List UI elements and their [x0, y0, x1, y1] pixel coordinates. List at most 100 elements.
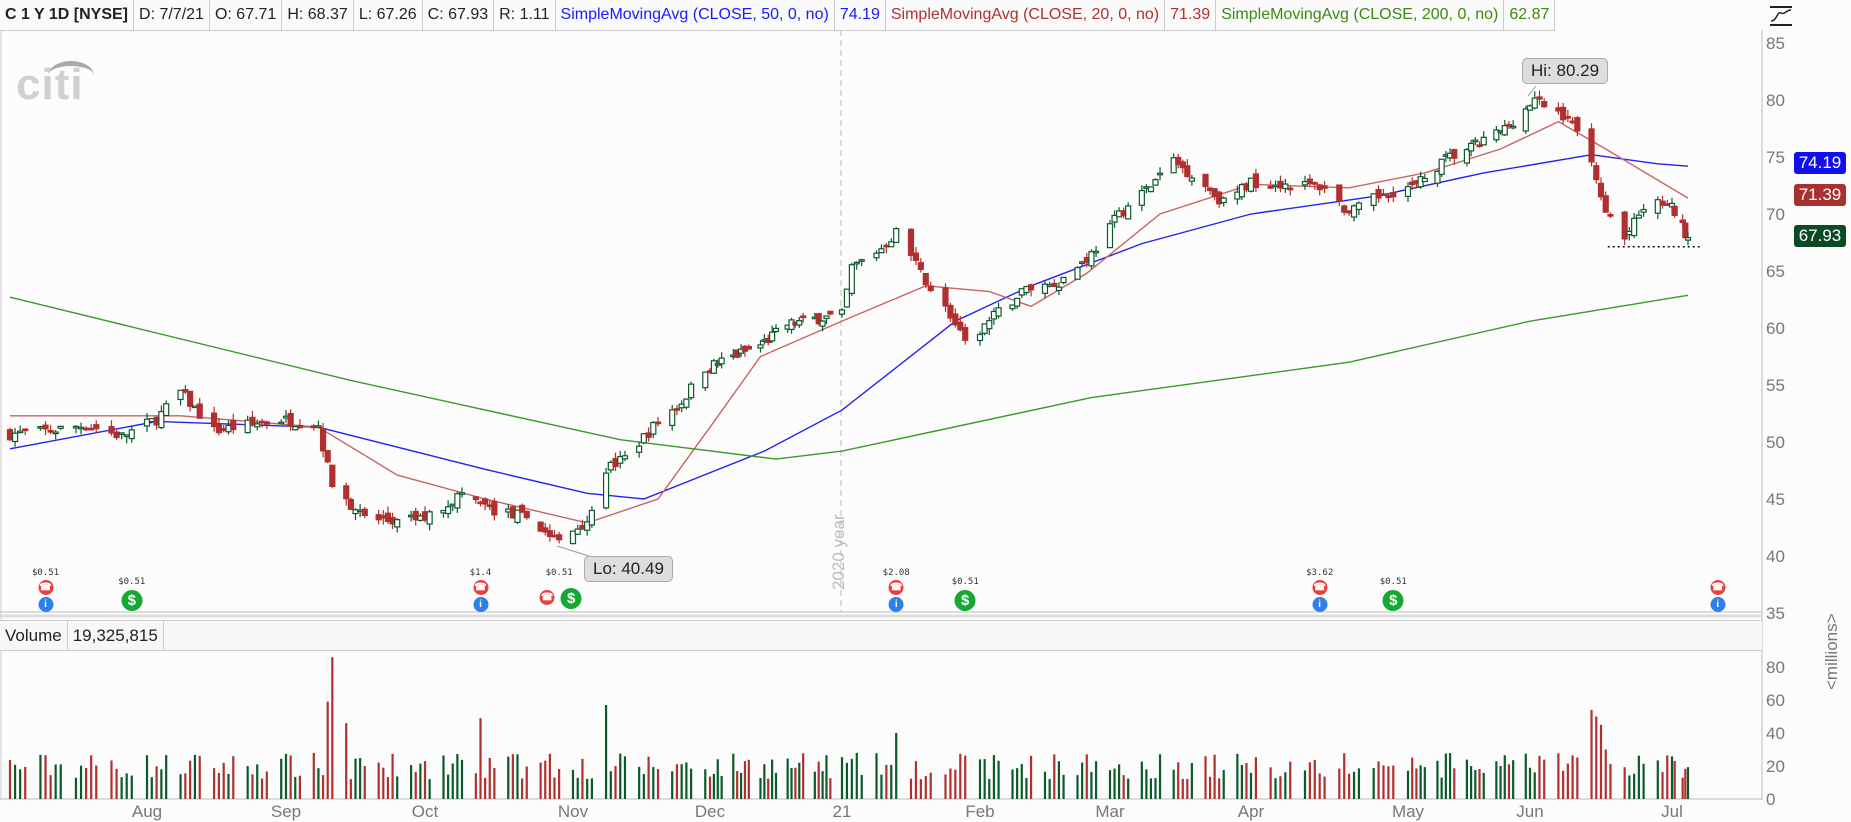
- candle: [361, 506, 368, 519]
- candle-body: [1074, 267, 1081, 280]
- info-bulb-icon[interactable]: i: [888, 597, 904, 612]
- info-bulb-icon[interactable]: i: [1710, 597, 1726, 612]
- candle: [962, 323, 969, 345]
- earnings-phone-icon[interactable]: ☎: [1312, 580, 1328, 595]
- x-tick-label: Oct: [412, 802, 439, 821]
- candle-body: [1560, 106, 1567, 121]
- candle-body: [1188, 177, 1195, 182]
- earnings-phone-icon[interactable]: ☎: [888, 580, 904, 595]
- close-readout: C: 67.93: [423, 0, 495, 30]
- candle: [118, 432, 125, 440]
- dividend-icon[interactable]: $: [560, 588, 582, 609]
- candle: [1380, 188, 1387, 196]
- candle: [815, 312, 822, 326]
- candle: [11, 428, 19, 447]
- candle-body: [196, 403, 203, 419]
- earnings-phone-icon[interactable]: ☎: [539, 590, 555, 605]
- candle: [1370, 193, 1377, 212]
- candle: [1355, 201, 1363, 216]
- candle: [819, 320, 826, 332]
- info-bulb-icon[interactable]: i: [1312, 597, 1328, 612]
- info-bulb-icon[interactable]: i: [473, 597, 488, 612]
- candle: [718, 352, 725, 369]
- candle: [827, 310, 834, 316]
- candle-body: [883, 244, 890, 248]
- candle: [588, 506, 595, 528]
- candle: [858, 258, 865, 267]
- candle: [1421, 173, 1428, 183]
- candle: [769, 325, 776, 343]
- candle: [621, 450, 629, 462]
- candle-body: [650, 421, 657, 435]
- sma20-label[interactable]: SimpleMovingAvg (CLOSE, 20, 0, no): [886, 0, 1166, 30]
- candle-body: [922, 273, 929, 286]
- company-logo: citi: [16, 60, 84, 109]
- candle-body: [848, 264, 855, 294]
- candle: [569, 530, 577, 545]
- dividend-icon[interactable]: $: [954, 590, 976, 611]
- candle: [72, 425, 80, 434]
- dividend-icon[interactable]: $: [121, 590, 143, 611]
- sma50-value: 74.19: [835, 0, 886, 30]
- drawing-tools-icon[interactable]: [1768, 4, 1794, 28]
- candle-body: [1306, 178, 1313, 185]
- candle-body: [123, 434, 130, 438]
- candle: [17, 425, 24, 434]
- candle-body: [254, 423, 261, 428]
- candle-body: [482, 498, 489, 505]
- earnings-phone-icon[interactable]: ☎: [473, 580, 488, 595]
- candle: [196, 397, 203, 419]
- candle: [519, 503, 526, 514]
- candle-body: [1247, 177, 1255, 192]
- candle: [1438, 158, 1445, 178]
- candle: [1602, 191, 1609, 213]
- candle: [1476, 141, 1483, 148]
- candle: [1106, 220, 1114, 249]
- candle-body: [823, 315, 830, 320]
- candle: [1671, 205, 1678, 218]
- candle-body: [873, 252, 880, 259]
- sma50-label[interactable]: SimpleMovingAvg (CLOSE, 50, 0, no): [556, 0, 835, 30]
- candle-body: [838, 309, 846, 315]
- dividend-icon[interactable]: $: [1382, 590, 1404, 611]
- candle: [800, 312, 807, 323]
- date-readout: D: 7/7/21: [134, 0, 210, 30]
- candle-body: [893, 228, 900, 244]
- candle: [574, 524, 581, 536]
- candle: [47, 424, 54, 435]
- candle: [1635, 210, 1642, 219]
- candle-body: [1385, 194, 1392, 199]
- candle-body: [315, 425, 322, 428]
- candle: [1621, 210, 1628, 246]
- candle: [1341, 204, 1348, 216]
- candle: [1074, 266, 1081, 280]
- candle: [710, 358, 717, 375]
- candle-body: [853, 261, 860, 265]
- candle-body: [569, 530, 577, 545]
- candle-body: [1060, 276, 1067, 284]
- candle: [1014, 297, 1021, 309]
- symbol-label[interactable]: C 1 Y 1D [NYSE]: [0, 0, 135, 30]
- candle-body: [947, 304, 954, 319]
- volume-tick-label: 60: [1766, 691, 1785, 710]
- candle-body: [1602, 195, 1609, 213]
- candle-body: [287, 412, 294, 427]
- earnings-phone-icon[interactable]: ☎: [1710, 580, 1726, 595]
- candle-body: [1654, 199, 1661, 214]
- candle-body: [394, 519, 401, 528]
- earnings-phone-icon[interactable]: ☎: [38, 580, 54, 595]
- candle-body: [995, 307, 1002, 317]
- sma200-label[interactable]: SimpleMovingAvg (CLOSE, 200, 0, no): [1216, 0, 1505, 30]
- candle: [329, 464, 336, 489]
- candle: [602, 467, 610, 510]
- candle: [523, 510, 530, 520]
- candle: [1659, 195, 1666, 209]
- candle-body: [1027, 284, 1035, 291]
- candle-body: [1480, 136, 1487, 146]
- candle-body: [927, 285, 934, 292]
- candle-body: [17, 430, 24, 434]
- info-bulb-icon[interactable]: i: [38, 597, 54, 612]
- candle-body: [718, 357, 725, 365]
- candle: [296, 419, 303, 429]
- candle-body: [1597, 182, 1605, 198]
